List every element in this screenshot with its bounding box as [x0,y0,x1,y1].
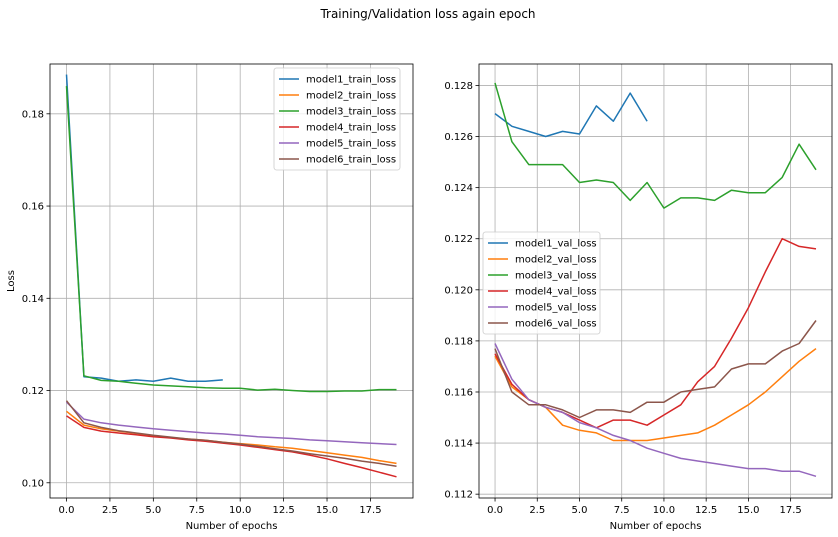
series-line-model1-val-loss [494,92,648,138]
legend-box [273,67,401,171]
series-line-model6-val-loss [494,320,817,419]
y-tick-label: 0.10 [22,478,44,489]
legend-label-model1-train-loss: model1_train_loss [306,75,396,86]
y-tick-label: 0.122 [444,234,473,245]
x-tick-label: 5.0 [572,505,588,516]
x-tick-label: 12.5 [272,505,294,516]
legend-label-model4-train-loss: model4_train_loss [306,123,396,134]
x-tick-label: 7.5 [614,505,630,516]
x-tick-label: 10.0 [653,505,675,516]
x-tick-label: 0.0 [487,505,503,516]
training-loss-plot: 0.0 2.5 5.0 7.5 10.0 12.5 15.0 17.5 0.10 0.12 0.14… [6,63,414,532]
x-tick-label: 0.0 [59,505,75,516]
axes-frame [49,63,414,499]
series-line-model3-train-loss [65,86,397,393]
x-tick-label: 7.5 [189,505,205,516]
x-tick-label: 5.0 [145,505,161,516]
x-tick-label: 15.0 [737,505,759,516]
y-tick-label: 0.12 [22,386,44,397]
legend-box [482,231,601,335]
legend-label-model2-train-loss: model2_train_loss [306,91,396,102]
y-tick-label: 0.126 [444,132,473,143]
legend-label-model3-train-loss: model3_train_loss [306,107,396,118]
legend-label-model6-val-loss: model6_val_loss [515,319,597,330]
x-tick-label: 17.5 [359,505,381,516]
y-tick-label: 0.14 [22,294,44,305]
x-tick-label: 2.5 [529,505,545,516]
legend-label-model5-train-loss: model5_train_loss [306,139,396,150]
series-line-model6-train-loss [65,400,397,467]
y-tick-label: 0.16 [22,202,44,213]
x-tick-label: 10.0 [229,505,251,516]
x-axis-label: Number of epochs [610,521,702,532]
series-line-model2-train-loss [66,410,397,465]
legend: model1_train_loss model2_train_loss model3… [273,67,401,171]
figure-suptitle: Training/Validation loss again epoch [319,7,535,21]
axes-frame [478,63,833,499]
y-axis-label: Loss [6,270,17,292]
legend-label-model1-val-loss: model1_val_loss [515,239,597,250]
series-line-model5-train-loss [65,401,397,446]
x-tick-label: 17.5 [779,505,801,516]
x-tick-label: 15.0 [316,505,338,516]
legend: model1_val_loss model2_val_loss model3_val… [482,231,601,335]
y-tick-label: 0.114 [444,439,473,450]
series-line-model4-train-loss [66,415,397,478]
y-tick-label: 0.118 [444,336,473,347]
y-tick-label: 0.112 [444,490,473,501]
series-line-model3-val-loss [494,82,817,209]
series-line-model1-train-loss [65,74,223,383]
legend-label-model4-val-loss: model4_val_loss [515,287,597,298]
y-tick-label: 0.124 [444,183,473,194]
y-tick-label: 0.128 [444,81,473,92]
legend-label-model6-train-loss: model6_train_loss [306,155,396,166]
legend-label-model2-val-loss: model2_val_loss [515,255,597,266]
y-tick-label: 0.116 [444,387,473,398]
validation-loss-plot: 0.0 2.5 5.0 7.5 10.0 12.5 15.0 17.5 0.112 0.114 0.… [444,63,833,532]
y-tick-label: 0.120 [444,285,473,296]
series-line-model2-val-loss [494,348,817,442]
series-line-model5-val-loss [494,343,817,478]
legend-label-model3-val-loss: model3_val_loss [515,271,597,282]
x-axis-label: Number of epochs [186,521,278,532]
x-tick-label: 12.5 [695,505,717,516]
legend-label-model5-val-loss: model5_val_loss [515,303,597,314]
x-tick-label: 2.5 [102,505,118,516]
y-tick-label: 0.18 [22,109,44,120]
